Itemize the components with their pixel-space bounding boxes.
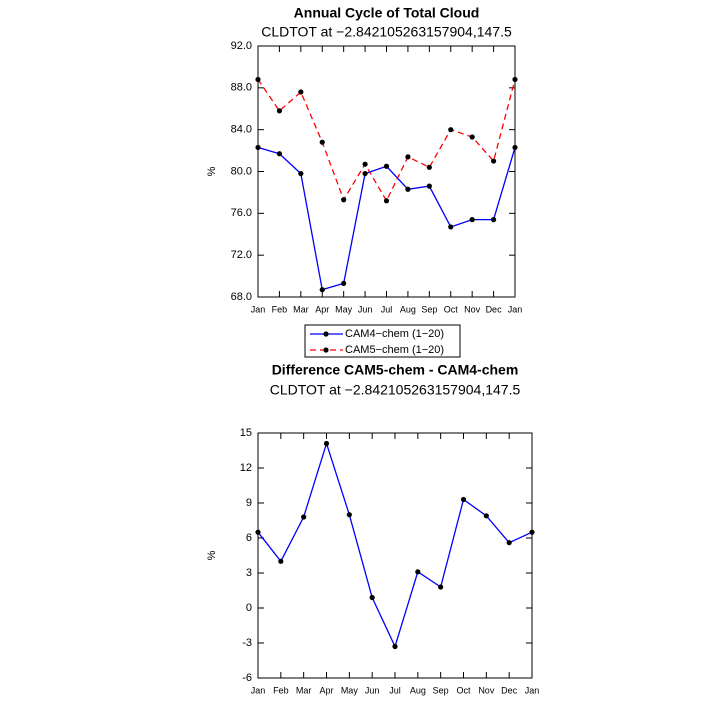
y-tick-label: 0 [246,602,252,614]
x-tick-label: Oct [444,304,459,314]
x-tick-label: Sep [433,685,449,695]
chart-title: Difference CAM5-chem - CAM4-chem [272,362,519,378]
x-tick-label: Mar [296,685,312,695]
x-tick-label: Apr [315,304,329,314]
x-tick-label: Jan [251,685,266,695]
x-tick-label: Jun [365,685,380,695]
data-point [490,158,497,164]
x-tick-label: Nov [464,304,481,314]
data-point [405,186,411,192]
x-tick-label: Nov [478,685,495,695]
data-point [490,217,497,223]
legend-box [304,324,461,358]
data-point [255,76,261,83]
data-point [512,76,518,83]
y-tick-label: 3 [246,567,252,579]
data-point [438,584,444,590]
x-tick-label: Aug [410,685,426,695]
data-point [383,163,390,169]
data-point [383,198,390,204]
data-point [323,440,330,447]
y-tick-label: -3 [242,637,252,649]
y-tick-label: 15 [240,427,252,439]
data-point [341,197,347,203]
y-axis-label: % [206,166,218,176]
x-tick-label: Mar [293,304,309,314]
x-tick-label: Dec [501,685,518,695]
data-point [469,134,475,140]
data-point [319,287,325,293]
data-point [405,154,411,160]
data-point [529,529,535,535]
data-point [255,144,261,151]
data-point [448,127,454,133]
x-tick-label: Jan [508,304,523,314]
x-tick-label: Jan [525,685,540,695]
x-tick-label: Dec [486,304,503,314]
y-tick-label: 76.0 [231,207,252,219]
data-point [319,139,325,145]
y-tick-label: 68.0 [231,291,252,303]
x-tick-label: Jul [381,304,393,314]
x-tick-label: Jan [251,304,266,314]
data-point [369,594,375,601]
x-tick-label: May [335,304,353,314]
data-line [257,79,516,203]
x-tick-label: Sep [421,304,437,314]
chart-title: Annual Cycle of Total Cloud [294,5,480,21]
data-point [426,164,432,170]
plot-frame [257,45,516,298]
y-tick-label: 88.0 [231,82,252,94]
x-tick-label: Feb [273,685,289,695]
data-point [276,108,283,114]
y-tick-label: 92.0 [231,40,252,52]
data-point [460,496,467,503]
data-point [301,514,307,520]
chart-subtitle: CLDTOT at −2.842105263157904,147.5 [261,24,512,40]
y-tick-label: 72.0 [231,249,252,261]
data-point [276,151,283,157]
data-point [362,161,368,167]
data-line [257,441,533,649]
plot-frame [257,432,533,679]
y-tick-label: 9 [246,497,252,509]
data-point [448,224,454,230]
data-point [341,280,347,287]
data-point [278,558,284,564]
chart-subtitle: CLDTOT at −2.842105263157904,147.5 [270,382,521,398]
data-point [469,217,475,223]
data-point [506,540,512,546]
legend-marker [323,347,329,353]
x-tick-label: Aug [400,304,416,314]
x-tick-label: May [341,685,359,695]
y-tick-label: 80.0 [231,165,252,177]
data-point [483,513,489,519]
y-tick-label: 12 [240,462,252,474]
data-point [346,512,352,518]
data-point [255,529,261,535]
data-point [426,183,432,189]
y-tick-label: 6 [246,532,252,544]
x-tick-label: Apr [319,685,333,695]
data-point [298,170,304,177]
x-tick-label: Feb [272,304,288,314]
data-point [415,569,421,575]
data-point [362,170,368,177]
data-point [512,144,518,151]
x-tick-label: Jun [358,304,373,314]
legend-marker [323,331,329,337]
x-tick-label: Oct [456,685,471,695]
x-tick-label: Jul [389,685,401,695]
data-point [392,643,398,650]
legend-label: CAM4−chem (1−20) [345,328,444,340]
y-tick-label: -6 [242,672,252,684]
legend-label: CAM5−chem (1−20) [345,344,444,356]
data-point [298,89,304,95]
y-tick-label: 84.0 [231,124,252,136]
y-axis-label: % [206,550,218,560]
